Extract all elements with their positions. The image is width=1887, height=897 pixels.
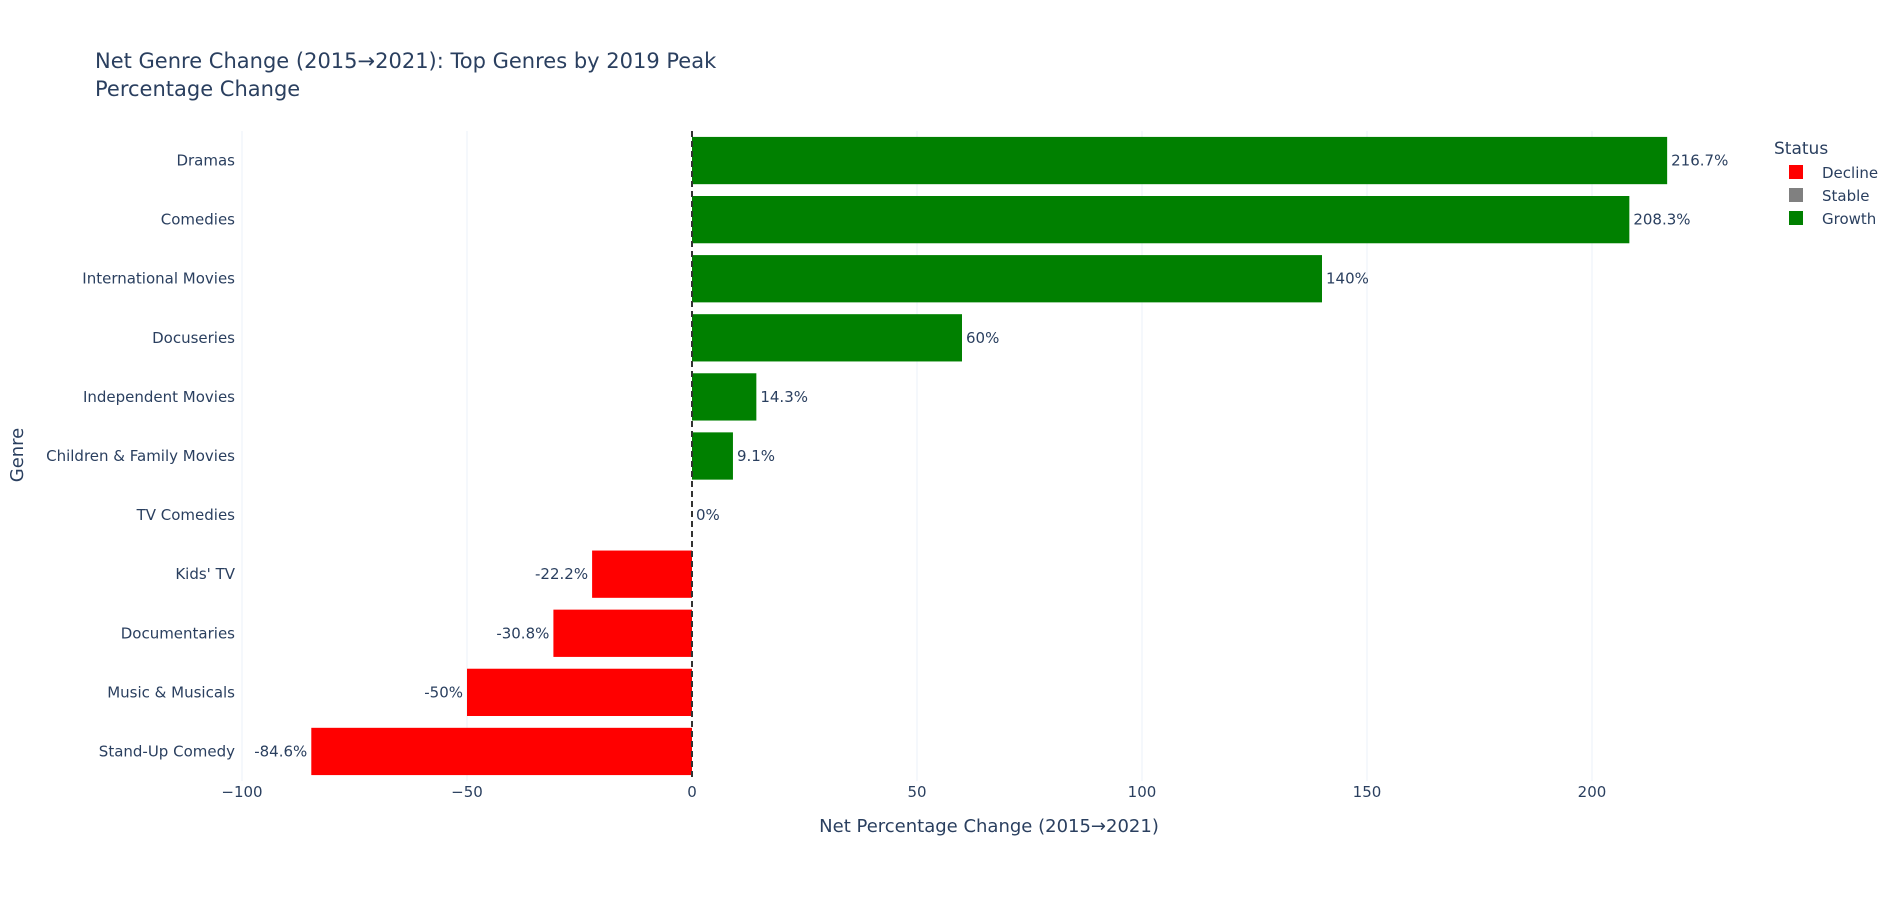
chart-title-line-2: Percentage Change bbox=[95, 77, 300, 101]
legend-swatch[interactable] bbox=[1789, 188, 1803, 202]
bar-value-label: 0% bbox=[696, 506, 720, 524]
legend: Status Decline Stable Growth bbox=[1774, 139, 1878, 228]
chart-title-line-1: Net Genre Change (2015→2021): Top Genres… bbox=[95, 49, 717, 73]
data-labels: 216.7% 208.3% 140% 60% 14.3% 9.1% 0% -22.2% -30.… bbox=[254, 152, 1728, 761]
y-tick-label: Music & Musicals bbox=[107, 683, 235, 701]
bar-value-label: 208.3% bbox=[1633, 211, 1690, 229]
y-tick-label: International Movies bbox=[82, 270, 235, 288]
bar-value-label: 216.7% bbox=[1671, 152, 1728, 170]
bar-value-label: -30.8% bbox=[496, 624, 549, 642]
y-tick-label: Docuseries bbox=[152, 329, 235, 347]
y-tick-label: Independent Movies bbox=[83, 388, 235, 406]
bar bbox=[692, 255, 1322, 303]
bar bbox=[592, 550, 692, 598]
y-tick-label: TV Comedies bbox=[136, 506, 236, 524]
bar bbox=[692, 314, 962, 362]
bar-value-label: -84.6% bbox=[254, 742, 307, 760]
legend-title: Status bbox=[1774, 139, 1828, 159]
x-tick-label: 150 bbox=[1353, 783, 1382, 801]
x-tick-labels: −100 −50 0 50 100 150 200 bbox=[221, 783, 1606, 801]
bar-value-label: -22.2% bbox=[535, 565, 588, 583]
y-tick-label: Dramas bbox=[176, 152, 235, 170]
bar bbox=[467, 668, 692, 716]
x-tick-label: 100 bbox=[1128, 783, 1157, 801]
chart-title: Net Genre Change (2015→2021): Top Genres… bbox=[95, 49, 717, 101]
legend-label[interactable]: Growth bbox=[1822, 210, 1876, 228]
bar-value-label: -50% bbox=[424, 683, 463, 701]
bar-value-label: 140% bbox=[1326, 270, 1369, 288]
x-tick-label: −50 bbox=[451, 783, 483, 801]
x-tick-label: 200 bbox=[1578, 783, 1607, 801]
bar bbox=[553, 609, 692, 657]
legend-swatch[interactable] bbox=[1789, 165, 1803, 179]
bar-value-label: 60% bbox=[966, 329, 999, 347]
y-tick-label: Documentaries bbox=[121, 624, 235, 642]
y-tick-label: Stand-Up Comedy bbox=[99, 742, 235, 760]
bar-value-label: 9.1% bbox=[737, 447, 775, 465]
x-tick-label: −100 bbox=[221, 783, 262, 801]
bar bbox=[311, 727, 692, 776]
y-tick-label: Kids' TV bbox=[175, 565, 235, 583]
legend-label[interactable]: Stable bbox=[1822, 187, 1870, 205]
x-axis-title: Net Percentage Change (2015→2021) bbox=[819, 816, 1159, 837]
bar bbox=[692, 373, 757, 421]
y-axis-title: Genre bbox=[7, 428, 28, 483]
bar bbox=[692, 196, 1630, 244]
y-tick-label: Comedies bbox=[161, 211, 235, 229]
bars bbox=[311, 136, 1668, 776]
legend-swatch[interactable] bbox=[1789, 211, 1803, 225]
bar-value-label: 14.3% bbox=[760, 388, 808, 406]
bar bbox=[692, 136, 1668, 185]
x-tick-label: 50 bbox=[907, 783, 926, 801]
legend-label[interactable]: Decline bbox=[1822, 164, 1878, 182]
bar bbox=[692, 432, 733, 480]
y-tick-label: Children & Family Movies bbox=[46, 447, 235, 465]
x-tick-label: 0 bbox=[687, 783, 697, 801]
y-tick-labels: Dramas Comedies International Movies Docuse… bbox=[46, 152, 236, 761]
